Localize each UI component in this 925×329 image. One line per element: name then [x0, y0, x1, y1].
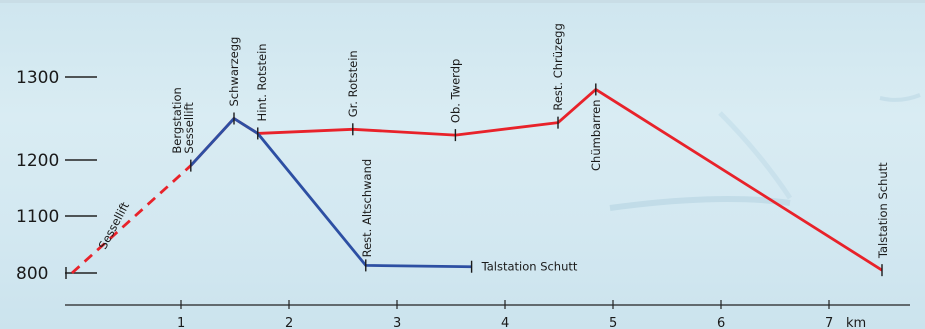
station-label: Hint. Rotstein — [255, 43, 269, 121]
station-label: Talstation Schutt — [876, 162, 890, 259]
station-label: Talstation Schutt — [481, 260, 578, 274]
y-tick-label: 1100 — [16, 207, 59, 227]
x-tick-label: 3 — [393, 316, 401, 329]
x-tick-label: 5 — [609, 316, 617, 329]
y-tick-label: 1300 — [16, 68, 59, 88]
station-label: Sessellift — [182, 102, 196, 154]
series-line-blue-route — [189, 117, 472, 269]
y-tick-label: 1200 — [16, 151, 59, 171]
x-tick-label: 2 — [285, 316, 293, 329]
station-label: Rest. Chrüzegg — [551, 23, 565, 110]
station-label: Ob. Twerdp — [448, 59, 462, 123]
x-tick-label: 1 — [177, 316, 185, 329]
x-unit-label: km — [846, 316, 866, 329]
x-tick-label: 7 — [825, 316, 833, 329]
station-label: Chümbarren — [589, 99, 603, 171]
chart-svg: 800 1100 1200 1300 1 2 3 4 5 6 7 km BergstationSess… — [16, 23, 921, 329]
station-label: Rest. Altschwand — [360, 159, 374, 258]
y-tick-label: 800 — [16, 264, 48, 284]
x-tick-label: 4 — [501, 316, 509, 329]
station-label: Schwarzegg — [227, 37, 241, 107]
station-label: Bergstation — [170, 87, 184, 153]
background-texture — [609, 93, 921, 211]
station-label: Gr. Rotstein — [346, 50, 360, 117]
x-tick-label: 6 — [717, 316, 725, 329]
series-line-sessellift — [71, 164, 192, 275]
